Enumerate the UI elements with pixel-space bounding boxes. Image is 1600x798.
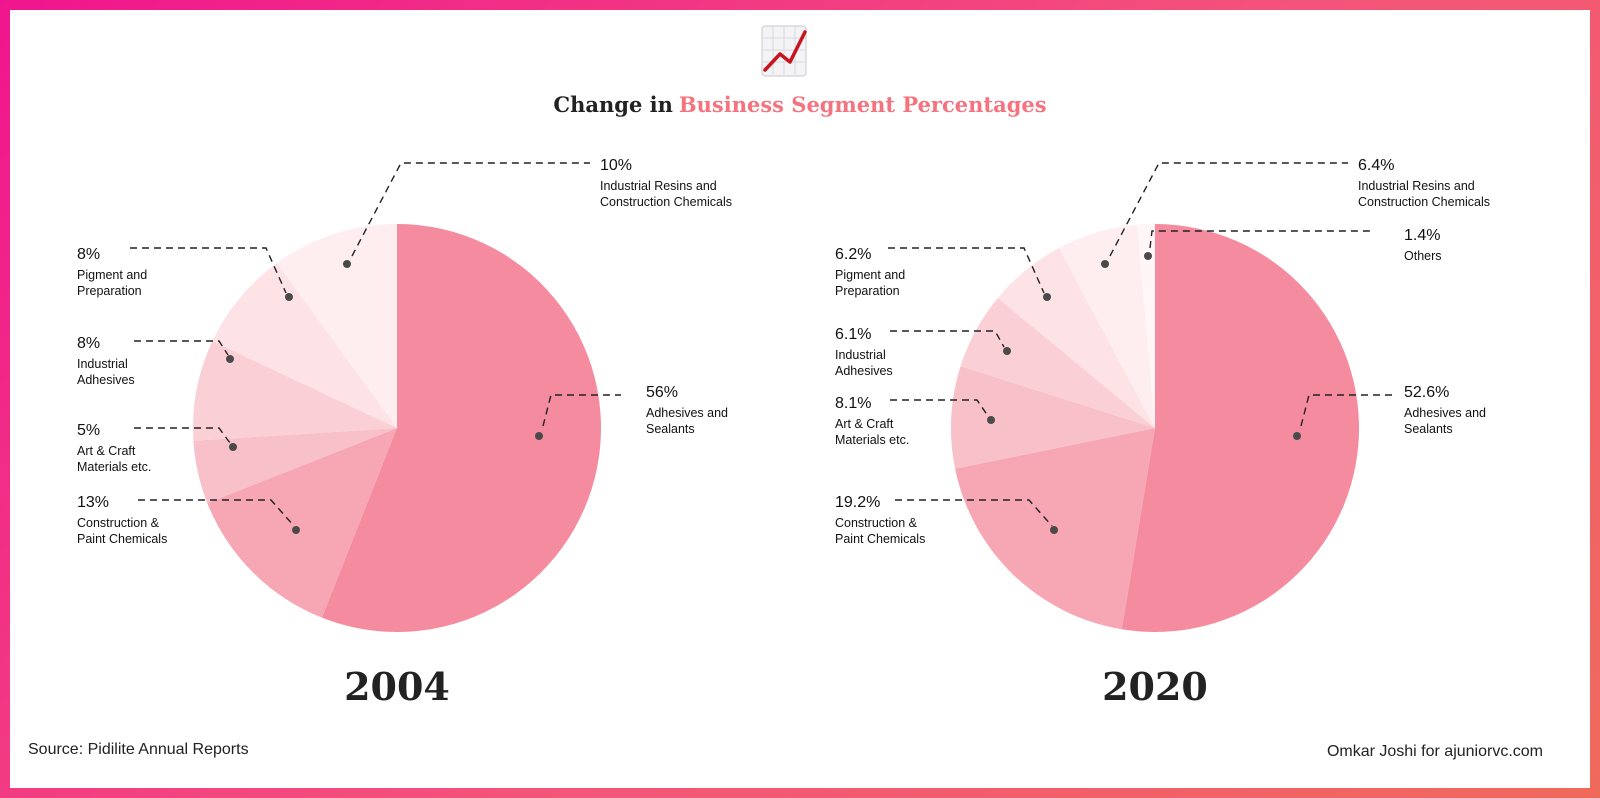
leader-dot-2004-art-craft-materials-etc [229,443,237,451]
pie-slice-2020-art-craft-materials-etc [950,366,1155,469]
leader-dot-2020-construction-paint-chemicals [1050,526,1058,534]
pie-slice-2004-art-craft-materials-etc [193,428,397,504]
title-highlight: Business Segment Percentages [679,92,1047,117]
leader-dot-2004-construction-paint-chemicals [292,526,300,534]
data-label-2020-art-craft-materials-etc: 8.1% [835,395,871,412]
leader-dot-2020-others [1144,252,1152,260]
category-label-2004-industrial-adhesives: Adhesives [77,373,135,387]
pie-slice-2004-pigment-and-preparation [212,262,397,428]
data-label-2020-industrial-adhesives: 6.1% [835,326,871,343]
pie-chart-2020: 52.6% Adhesives and Sealants 19.2% Construct… [835,157,1490,632]
category-label-2020-industrial-adhesives: Industrial [835,348,886,362]
year-label-2020: 2020 [1102,664,1208,709]
leader-dot-2004-adhesives-and-sealants [535,432,543,440]
category-label-2020-pigment-and-preparation: Pigment and [835,268,905,282]
data-label-2020-industrial-resins-and-construction-chemicals: 6.4% [1358,157,1394,174]
leader-line-2004-construction-paint-chemicals [138,499,295,527]
leader-dot-2020-industrial-resins-and-construction-chemicals [1101,260,1109,268]
chart-title: Change in Business Segment Percentages [553,92,1046,117]
leader-line-2004-industrial-adhesives [134,340,229,356]
category-label-2004-art-craft-materials-etc: Art & Craft [77,444,136,458]
category-label-2020-industrial-resins-and-construction-chemicals: Construction Chemicals [1358,195,1490,209]
data-label-2004-construction-paint-chemicals: 13% [77,494,109,511]
leader-dot-2020-art-craft-materials-etc [987,416,995,424]
leader-line-2004-industrial-resins-and-construction-chemicals [351,162,590,257]
chart-card: Change in Business Segment Percentages 56… [10,10,1590,788]
pie-slice-2020-adhesives-and-sealants [1121,224,1360,632]
leader-line-2004-pigment-and-preparation [130,247,287,294]
leader-line-2020-industrial-resins-and-construction-chemicals [1109,162,1348,257]
pie-chart-2004: 56% Adhesives and Sealants 13% Construction … [77,157,732,632]
category-label-2004-industrial-resins-and-construction-chemicals: Construction Chemicals [600,195,732,209]
data-label-2020-construction-paint-chemicals: 19.2% [835,494,880,511]
leader-dot-2020-pigment-and-preparation [1043,293,1051,301]
pie-slice-2020-others [1137,224,1155,428]
chart-canvas: Change in Business Segment Percentages 56… [28,25,1543,760]
data-label-2020-adhesives-and-sealants: 52.6% [1404,384,1449,401]
pie-slice-2020-industrial-resins-and-construction-chemicals [1058,224,1155,428]
category-label-2004-adhesives-and-sealants: Adhesives and [646,406,728,420]
pie-slice-2004-industrial-adhesives [192,341,397,441]
data-label-2020-pigment-and-preparation: 6.2% [835,246,871,263]
leader-line-2020-pigment-and-preparation [888,247,1045,294]
pie-slice-2004-adhesives-and-sealants [321,224,602,632]
category-label-2020-pigment-and-preparation: Preparation [835,284,900,298]
leader-line-2020-art-craft-materials-etc [890,399,989,417]
category-label-2020-construction-paint-chemicals: Construction & [835,516,918,530]
category-label-2020-others: Others [1404,249,1442,263]
pie-slice-2004-construction-paint-chemicals [207,428,397,618]
category-label-2020-industrial-adhesives: Adhesives [835,364,893,378]
leader-line-2020-adhesives-and-sealants [1300,394,1394,427]
leader-line-2020-others [1149,230,1374,249]
source-note: Source: Pidilite Annual Reports [28,741,249,758]
category-label-2020-adhesives-and-sealants: Sealants [1404,422,1453,436]
leader-dot-2020-industrial-adhesives [1003,347,1011,355]
data-label-2004-pigment-and-preparation: 8% [77,246,100,263]
category-label-2020-art-craft-materials-etc: Art & Craft [835,417,894,431]
leader-dot-2004-industrial-resins-and-construction-chemicals [343,260,351,268]
category-label-2004-pigment-and-preparation: Pigment and [77,268,147,282]
leader-line-2004-art-craft-materials-etc [134,427,231,444]
category-label-2004-industrial-adhesives: Industrial [77,357,128,371]
category-label-2020-construction-paint-chemicals: Paint Chemicals [835,532,925,546]
data-label-2004-adhesives-and-sealants: 56% [646,384,678,401]
data-label-2004-art-craft-materials-etc: 5% [77,422,100,439]
leader-line-2004-adhesives-and-sealants [542,394,621,427]
credit-note: Omkar Joshi for ajuniorvc.com [1327,743,1543,760]
category-label-2004-adhesives-and-sealants: Sealants [646,422,695,436]
data-label-2020-others: 1.4% [1404,227,1440,244]
pie-slice-2004-industrial-resins-and-construction-chemicals [277,224,397,428]
leader-dot-2004-pigment-and-preparation [285,293,293,301]
data-label-2004-industrial-resins-and-construction-chemicals: 10% [600,157,632,174]
category-label-2004-construction-paint-chemicals: Construction & [77,516,160,530]
chart-increasing-icon [761,25,807,77]
category-label-2020-adhesives-and-sealants: Adhesives and [1404,406,1486,420]
category-label-2004-industrial-resins-and-construction-chemicals: Industrial Resins and [600,179,717,193]
category-label-2004-pigment-and-preparation: Preparation [77,284,142,298]
pie-slice-2020-industrial-adhesives [960,297,1155,428]
category-label-2004-construction-paint-chemicals: Paint Chemicals [77,532,167,546]
leader-dot-2004-industrial-adhesives [226,355,234,363]
data-label-2004-industrial-adhesives: 8% [77,335,100,352]
category-label-2004-art-craft-materials-etc: Materials etc. [77,460,151,474]
pie-slice-2020-pigment-and-preparation [997,248,1155,428]
title-prefix: Change in [553,92,672,117]
leader-dot-2020-adhesives-and-sealants [1293,432,1301,440]
category-label-2020-art-craft-materials-etc: Materials etc. [835,433,909,447]
category-label-2020-industrial-resins-and-construction-chemicals: Industrial Resins and [1358,179,1475,193]
year-label-2004: 2004 [344,664,450,709]
leader-line-2020-construction-paint-chemicals [895,499,1053,527]
